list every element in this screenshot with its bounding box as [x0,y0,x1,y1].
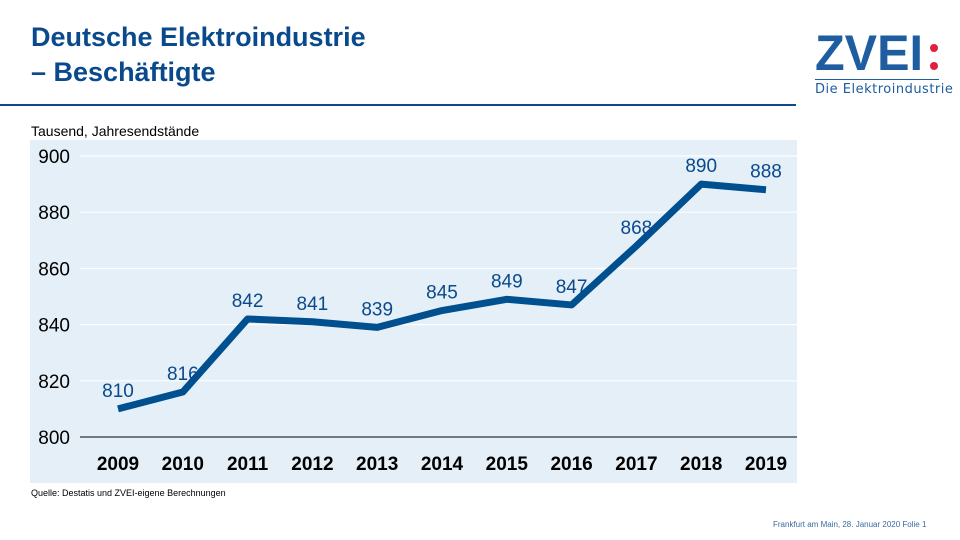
y-axis-unit: Tausend, Jahresendstände [31,123,200,139]
x-tick-label: 2019 [745,454,787,475]
data-label: 845 [426,283,458,304]
data-label: 841 [297,294,329,315]
data-label: 890 [685,156,717,177]
zvei-logo: ZVEI Die Elektroindustrie [815,25,954,97]
x-tick-label: 2014 [421,454,464,475]
zvei-wordmark: ZVEI [815,25,938,81]
data-label: 847 [556,277,588,298]
footer: Frankfurt am Main, 28. Januar 2020 Folie… [773,520,927,529]
x-tick-label: 2010 [162,454,204,475]
data-label: 842 [232,291,264,312]
title-line-1: Deutsche Elektroindustrie [31,22,366,52]
x-tick-label: 2017 [615,454,657,475]
plot-background [30,140,797,483]
data-label: 888 [750,162,782,183]
y-tick-label: 800 [38,428,70,449]
data-label: 849 [491,271,523,292]
logo-tagline: Die Elektroindustrie [815,82,954,97]
source-note: Quelle: Destatis und ZVEI-eigene Berechn… [31,488,226,498]
title-line-2: – Beschäftigte [31,57,216,87]
y-tick-label: 840 [38,316,70,337]
y-tick-label: 860 [38,259,70,280]
x-tick-label: 2018 [680,454,722,475]
data-label: 839 [361,299,393,320]
svg-text:ZVEI: ZVEI [815,30,923,72]
x-tick-label: 2011 [227,454,269,475]
x-tick-label: 2016 [550,454,592,475]
x-tick-label: 2012 [291,454,333,475]
slide-title: Deutsche Elektroindustrie – Beschäftigte [31,20,366,90]
series-line [117,180,767,413]
title-divider [0,104,796,106]
x-tick-label: 2009 [97,454,139,475]
data-label: 816 [167,364,199,385]
y-tick-label: 880 [38,203,70,224]
x-tick-label: 2013 [356,454,398,475]
x-tick-label: 2015 [486,454,529,475]
y-tick-label: 900 [38,147,70,168]
data-label: 868 [621,218,653,239]
y-tick-label: 820 [38,372,70,393]
data-label: 810 [102,381,134,402]
